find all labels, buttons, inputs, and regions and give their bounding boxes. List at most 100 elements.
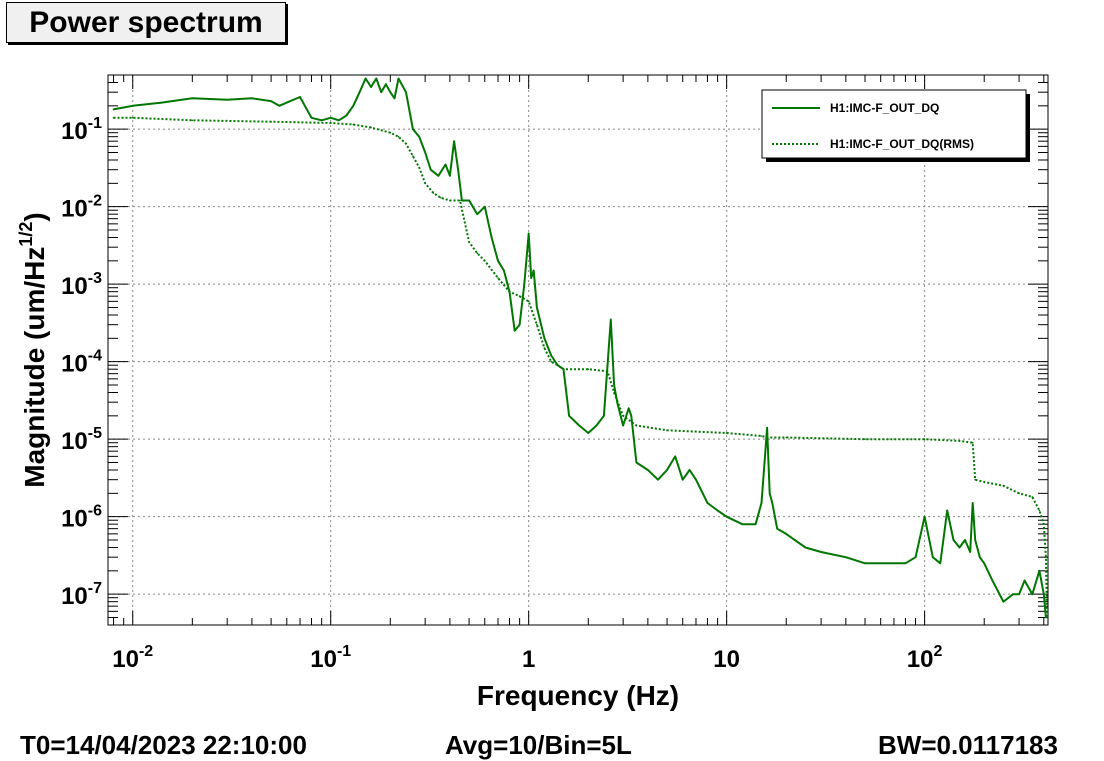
series-2-point	[440, 197, 442, 199]
series-1-point	[468, 199, 470, 202]
series-2-point	[958, 440, 961, 442]
series-2-point	[418, 166, 421, 169]
series-2-point	[1045, 556, 1047, 558]
series-1-point	[613, 384, 615, 386]
series-1-point	[864, 562, 866, 565]
series-1-point	[946, 509, 948, 512]
series-2-point	[613, 391, 615, 394]
series-2-point	[766, 436, 768, 439]
series-2-point	[527, 300, 530, 303]
series-1-point	[112, 108, 115, 111]
series-2-point	[556, 364, 559, 367]
series-2-point	[459, 199, 461, 202]
series-1-point	[476, 213, 479, 215]
y-tick-labels: 10-7 10-6 10-5 10-4 10-3 10-2 10-1	[61, 115, 102, 610]
series-1-point	[768, 492, 771, 495]
series-1-point	[191, 97, 194, 100]
y-tick-label-2: 10-5	[61, 425, 102, 455]
series-1-point	[530, 277, 532, 279]
series-1-point	[444, 163, 447, 166]
series-2-point	[191, 119, 194, 122]
series-2-point	[543, 347, 546, 349]
x-tick-labels: 10-2 10-1 1 10 102	[112, 643, 942, 673]
y-tick-label-3: 10-4	[61, 348, 102, 378]
series-1-point	[1031, 593, 1034, 595]
series-1-point	[449, 175, 451, 177]
series-line-2	[113, 116, 1048, 618]
series-1-point	[688, 469, 691, 471]
series-1-point	[706, 502, 709, 504]
legend: H1:IMC-F_OUT_DQ H1:IMC-F_OUT_DQ(RMS)	[761, 89, 1030, 162]
series-1-point	[820, 551, 822, 553]
y-tick-label-4: 10-3	[61, 270, 102, 300]
series-2-point	[405, 142, 407, 145]
series-2-point	[974, 478, 976, 481]
series-1-point	[299, 96, 301, 98]
series-1-point	[952, 539, 955, 541]
series-1-point	[804, 546, 807, 549]
series-2-point	[622, 415, 624, 417]
series-2-point	[1046, 616, 1048, 619]
series-1-point	[527, 232, 530, 235]
series-2-point	[468, 241, 470, 243]
series-1-point	[523, 283, 526, 286]
series-1-point	[1023, 579, 1026, 582]
series-1-point	[578, 424, 580, 427]
series-1-point	[971, 502, 974, 504]
series-1-point	[160, 101, 163, 104]
series-2-point	[1018, 492, 1020, 495]
series-1-point	[741, 523, 744, 525]
series-1-point	[568, 415, 570, 417]
series-1-point	[627, 407, 630, 410]
y-axis-label-sup: 1/2	[16, 222, 36, 247]
series-1-point	[760, 502, 763, 504]
series-2-point	[562, 368, 565, 371]
series-2-point	[352, 123, 355, 126]
series-2-point	[760, 435, 763, 437]
series-1-point	[518, 323, 521, 326]
series-1-point	[270, 100, 272, 102]
legend-series-2: H1:IMC-F_OUT_DQ(RMS)	[830, 137, 974, 151]
series-1-point	[532, 269, 535, 272]
y-axis-label: Magnitude (um/Hz1/2)	[16, 212, 50, 487]
series-1-point	[320, 119, 323, 122]
series-2-point	[1031, 496, 1034, 498]
series-1-point	[457, 168, 459, 171]
series-1-point	[131, 105, 134, 107]
series-1-point	[385, 83, 387, 85]
footer-avg: Avg=10/Bin=5L	[445, 730, 632, 760]
plot-frame	[107, 74, 1049, 626]
x-tick-label-4: 102	[907, 643, 943, 673]
footer-bw: BW=0.0117183	[878, 730, 1058, 760]
series-1-point	[461, 199, 463, 202]
legend-series-1: H1:IMC-F_OUT_DQ	[830, 101, 939, 115]
series-1-point	[418, 135, 421, 138]
series-2-point	[270, 120, 272, 123]
series-2-point	[397, 135, 400, 138]
series-1-point	[490, 236, 493, 239]
series-1-point	[681, 478, 684, 481]
series-2-point	[449, 199, 451, 202]
series-1-point	[587, 432, 590, 434]
series-2-point	[112, 117, 115, 119]
series-2-point	[497, 277, 499, 279]
chart-title: Power spectrum	[29, 6, 263, 39]
series-1-point	[716, 509, 719, 512]
series-2-point	[432, 192, 435, 194]
series-1-point	[845, 556, 847, 558]
series-2-point	[131, 117, 134, 119]
series-1-point	[974, 539, 976, 541]
series-1-point	[389, 91, 392, 93]
series-2-point	[484, 260, 486, 262]
series-1-point	[979, 556, 981, 558]
series-1-point	[370, 86, 372, 88]
series-1-point	[484, 205, 486, 208]
minor-ticks	[108, 74, 1048, 626]
series-1-point	[424, 151, 427, 154]
series-2-point	[518, 295, 521, 298]
series-1-point	[674, 455, 676, 458]
series-1-point	[358, 91, 361, 93]
y-axis-label-tail: )	[19, 212, 50, 221]
series-1-point	[893, 562, 895, 565]
